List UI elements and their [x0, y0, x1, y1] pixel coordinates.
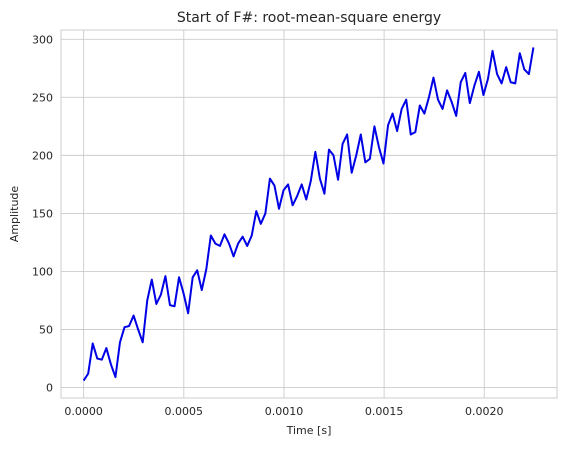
series-line	[82, 47, 535, 382]
x-tick-label: 0.0005	[165, 405, 204, 418]
y-tick-label: 100	[32, 265, 53, 278]
y-axis-ticks: 0 50 100 150 200 250 300	[32, 33, 53, 394]
x-tick-label: 0.0020	[465, 405, 504, 418]
chart-title: Start of F#: root-mean-square energy	[177, 10, 441, 26]
y-tick-label: 250	[32, 91, 53, 104]
x-axis-label: Time [s]	[286, 424, 332, 437]
x-tick-label: 0.0010	[265, 405, 304, 418]
y-tick-label: 200	[32, 149, 53, 162]
y-tick-label: 50	[39, 324, 53, 337]
x-axis-ticks: 0.0000 0.0005 0.0010 0.0015 0.0020	[64, 405, 503, 418]
y-tick-label: 150	[32, 207, 53, 220]
y-tick-label: 300	[32, 33, 53, 46]
plot-frame	[60, 29, 558, 399]
x-tick-label: 0.0015	[365, 405, 404, 418]
y-axis-label: Amplitude	[8, 186, 21, 243]
x-tick-label: 0.0000	[64, 405, 103, 418]
y-tick-label: 0	[46, 382, 53, 395]
plot-background	[61, 30, 557, 398]
